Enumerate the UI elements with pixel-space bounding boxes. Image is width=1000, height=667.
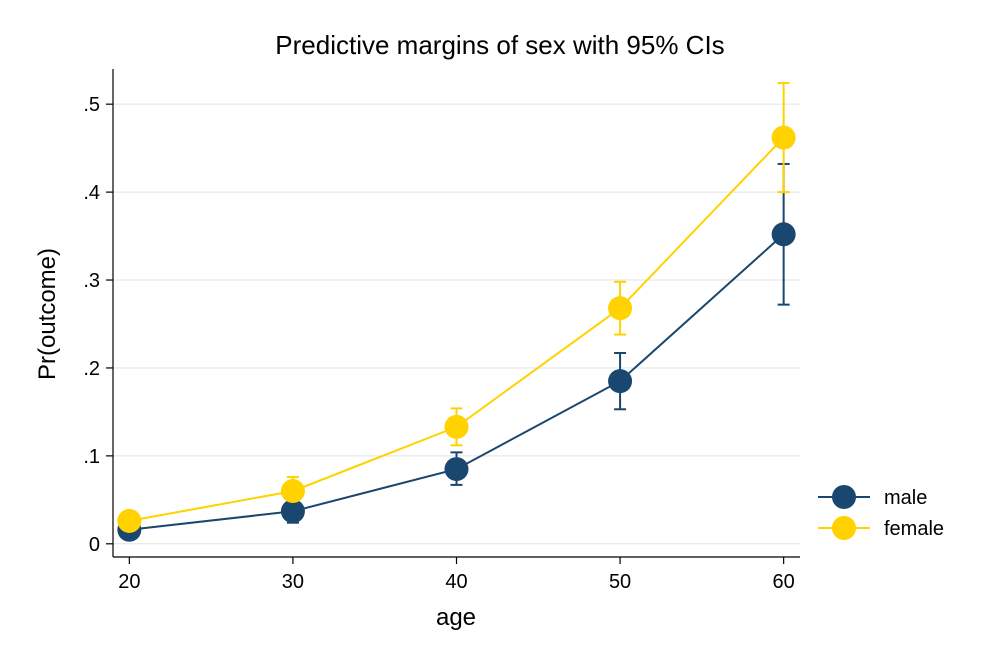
legend-item-male: male (818, 485, 927, 509)
x-tick-label: 30 (282, 571, 304, 593)
y-tick-label: .3 (83, 270, 100, 292)
x-tick-label: 40 (445, 571, 467, 593)
legend-item-female: female (818, 516, 944, 540)
legend-label: male (884, 487, 927, 509)
legend-swatch-marker (832, 485, 856, 509)
male-point (771, 222, 796, 247)
legend-label: female (884, 518, 944, 540)
chart-title: Predictive margins of sex with 95% CIs (275, 30, 724, 60)
gridlines (113, 103, 800, 545)
y-tick-label: .5 (83, 94, 100, 116)
male-point (444, 457, 469, 482)
legend: male female (818, 485, 944, 540)
y-tick-label: .1 (83, 446, 100, 468)
legend-swatch-marker (832, 516, 856, 540)
female-point (280, 479, 305, 504)
male-point (608, 369, 633, 394)
x-axis-ticks: 20 30 40 50 60 (118, 557, 795, 593)
male-point (280, 499, 305, 524)
female-point (444, 414, 469, 439)
x-tick-label: 50 (609, 571, 631, 593)
y-tick-label: .2 (83, 358, 100, 380)
female-point (117, 508, 142, 533)
x-axis-title: age (436, 604, 476, 631)
y-tick-label: .4 (83, 182, 100, 204)
x-tick-label: 20 (118, 571, 140, 593)
y-axis-ticks: 0 .1 .2 .3 .4 .5 (83, 94, 113, 556)
x-tick-label: 60 (773, 571, 795, 593)
y-tick-label: 0 (89, 534, 100, 556)
series-layer (117, 82, 796, 542)
female-point (771, 125, 796, 150)
female-point (608, 296, 633, 321)
y-axis-title: Pr(outcome) (34, 248, 61, 380)
